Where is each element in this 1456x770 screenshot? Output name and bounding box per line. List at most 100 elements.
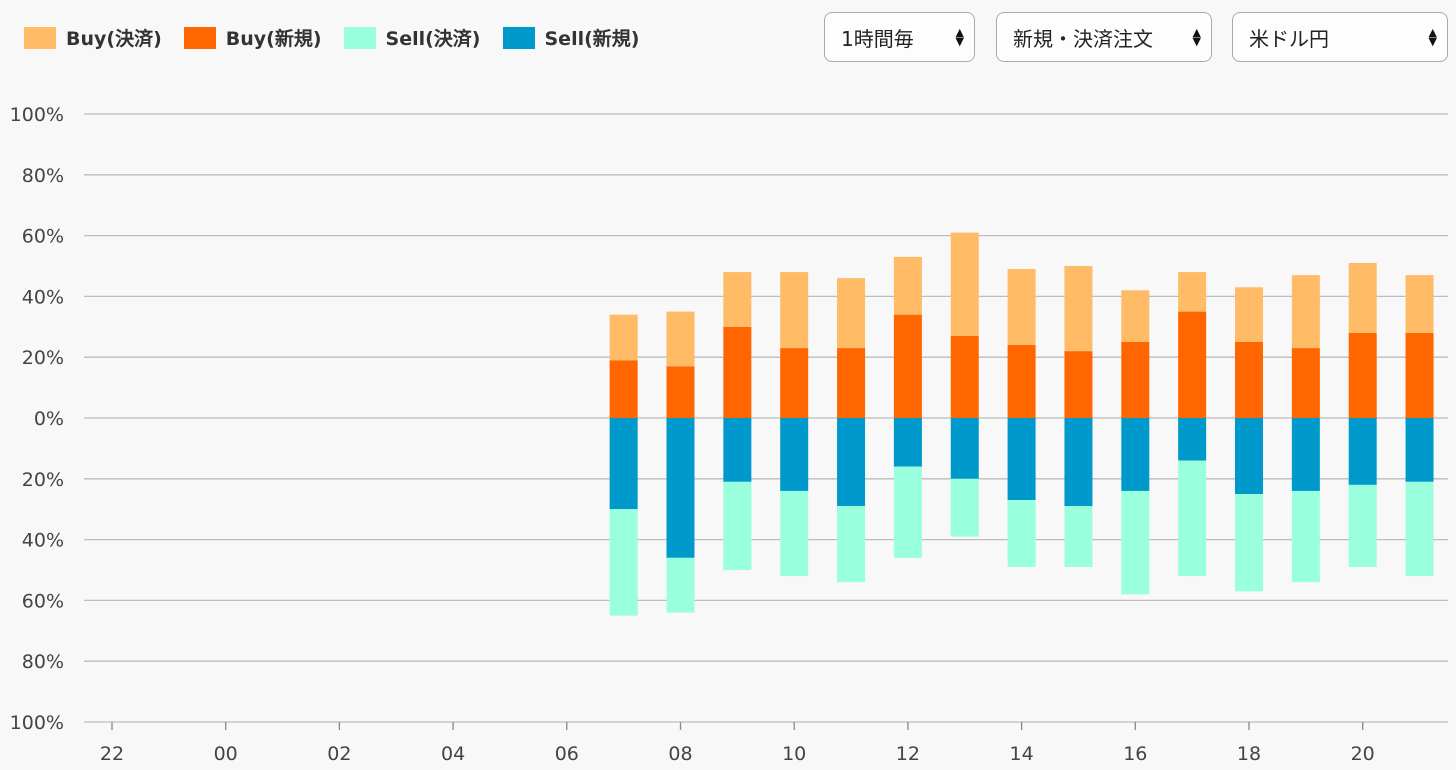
y-tick-label: 60%: [22, 590, 64, 612]
legend-item-buy-close[interactable]: Buy(決済): [24, 24, 162, 51]
y-tick-label: 20%: [22, 469, 64, 491]
currency-pair-select[interactable]: 米ドル円 ▲ ▼: [1232, 12, 1448, 62]
bar-sell-close: [609, 509, 638, 616]
bar-buy-new: [1235, 342, 1263, 418]
bar-buy-close: [1064, 266, 1093, 352]
y-tick-label: 40%: [22, 530, 64, 552]
bar-sell-new: [837, 418, 866, 507]
bar-sell-close: [1178, 460, 1207, 577]
order-type-select[interactable]: 新規・決済注文 ▲ ▼: [996, 12, 1212, 62]
y-tick-label: 0%: [34, 408, 64, 430]
legend-item-sell-close[interactable]: Sell(決済): [343, 24, 481, 51]
legend-item-sell-new[interactable]: Sell(新規): [502, 24, 640, 51]
bar-buy-new: [723, 326, 752, 418]
bar-buy-new: [666, 366, 695, 418]
x-tick-label: 16: [1123, 743, 1147, 765]
legend-label-sell-close: Sell(決済): [385, 28, 481, 50]
bar-sell-new: [1178, 418, 1207, 461]
bar-buy-new: [1007, 345, 1036, 418]
bar-buy-new: [1348, 332, 1377, 418]
bar-sell-new: [950, 418, 979, 479]
bar-buy-close: [1235, 287, 1263, 342]
bar-buy-close: [666, 311, 695, 367]
bar-buy-new: [837, 348, 866, 418]
x-tick-label: 10: [782, 743, 806, 765]
select-updown-icon: ▲ ▼: [955, 26, 964, 48]
legend-item-buy-new[interactable]: Buy(新規): [183, 24, 322, 51]
bar-buy-new: [950, 335, 979, 418]
bar-sell-new: [609, 418, 638, 510]
bar-buy-close: [1178, 272, 1207, 312]
legend-swatch-sell-new: [502, 26, 535, 49]
bar-sell-close: [893, 466, 922, 558]
legend-swatch-buy-close: [24, 26, 56, 49]
x-tick-label: 14: [1010, 743, 1034, 765]
bar-buy-new: [1405, 332, 1434, 418]
y-tick-label: 80%: [22, 651, 64, 673]
bar-sell-new: [1121, 418, 1150, 491]
select-updown-icon: ▲ ▼: [1192, 26, 1201, 48]
bar-sell-close: [1235, 494, 1263, 592]
legend-label-buy-close: Buy(決済): [66, 28, 162, 50]
bar-sell-new: [1064, 418, 1093, 507]
bar-sell-new: [1007, 418, 1036, 501]
bar-sell-close: [837, 506, 866, 583]
y-tick-label: 40%: [22, 286, 64, 308]
bar-buy-new: [609, 360, 638, 418]
order-type-select-value: 新規・決済注文: [1013, 26, 1153, 51]
x-tick-label: 06: [555, 743, 579, 765]
bar-buy-close: [1121, 290, 1150, 342]
bar-buy-close: [780, 272, 809, 349]
bar-sell-new: [1291, 418, 1320, 491]
bar-sell-new: [666, 418, 695, 558]
bar-sell-close: [950, 478, 979, 537]
bar-sell-close: [1348, 484, 1377, 567]
bar-sell-close: [780, 490, 809, 577]
interval-select-value: 1時間毎: [841, 26, 914, 51]
x-tick-label: 08: [668, 743, 692, 765]
legend-swatch-buy-new: [183, 26, 216, 49]
bar-buy-new: [1291, 348, 1320, 418]
bar-sell-new: [1405, 418, 1434, 482]
x-tick-label: 02: [327, 743, 351, 765]
y-tick-label: 20%: [22, 347, 64, 369]
legend-label-buy-new: Buy(新規): [225, 28, 322, 50]
bar-sell-new: [1235, 418, 1263, 494]
interval-select[interactable]: 1時間毎 ▲ ▼: [824, 12, 975, 62]
legend-label-sell-new: Sell(新規): [544, 28, 640, 50]
bar-buy-close: [1007, 269, 1036, 346]
select-updown-icon: ▲ ▼: [1428, 26, 1437, 48]
bar-sell-new: [893, 418, 922, 467]
bar-sell-new: [780, 418, 809, 491]
bar-sell-close: [1007, 500, 1036, 567]
x-tick-label: 12: [896, 743, 920, 765]
x-tick-label: 18: [1237, 743, 1261, 765]
y-tick-label: 100%: [10, 712, 64, 734]
bar-buy-close: [837, 278, 866, 349]
bar-buy-close: [950, 232, 979, 336]
bar-buy-new: [780, 348, 809, 418]
bar-sell-new: [1348, 418, 1377, 485]
y-tick-label: 80%: [22, 165, 64, 187]
legend-swatch-sell-close: [343, 26, 376, 49]
x-tick-label: 22: [100, 743, 124, 765]
bar-sell-close: [1064, 506, 1093, 567]
y-tick-label: 60%: [22, 226, 64, 248]
bar-sell-new: [723, 418, 752, 482]
bar-buy-new: [893, 314, 922, 418]
bar-sell-close: [1291, 490, 1320, 583]
y-tick-label: 100%: [10, 104, 64, 126]
x-tick-label: 00: [214, 743, 238, 765]
x-tick-label: 20: [1351, 743, 1375, 765]
bar-buy-new: [1178, 311, 1207, 418]
bar-buy-close: [1405, 275, 1434, 333]
bar-buy-close: [723, 272, 752, 327]
legend: Buy(決済) Buy(新規) Sell(決済) Sell(新規): [24, 24, 661, 51]
bar-sell-close: [1405, 481, 1434, 577]
bar-sell-close: [723, 481, 752, 570]
bar-buy-close: [609, 314, 638, 361]
bar-sell-close: [1121, 490, 1150, 595]
bar-buy-close: [893, 256, 922, 315]
bar-buy-new: [1064, 351, 1093, 418]
